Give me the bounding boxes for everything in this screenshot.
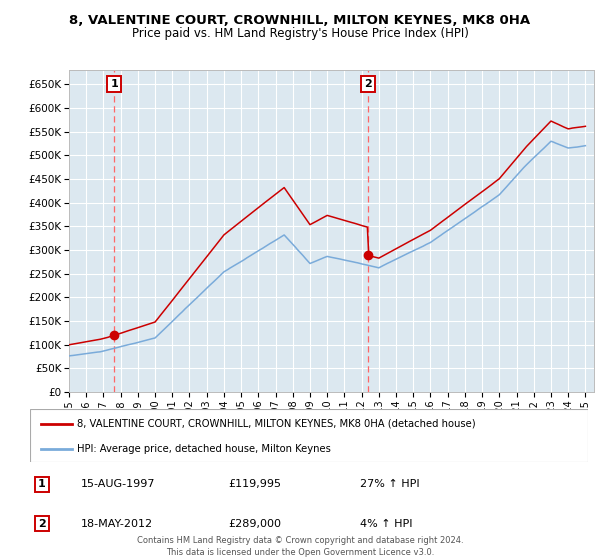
Text: 15-AUG-1997: 15-AUG-1997: [81, 479, 155, 489]
Text: £119,995: £119,995: [228, 479, 281, 489]
Text: 1: 1: [38, 479, 46, 489]
Text: 2: 2: [38, 519, 46, 529]
Text: £289,000: £289,000: [228, 519, 281, 529]
Text: HPI: Average price, detached house, Milton Keynes: HPI: Average price, detached house, Milt…: [77, 444, 331, 454]
Text: 18-MAY-2012: 18-MAY-2012: [81, 519, 153, 529]
FancyBboxPatch shape: [30, 409, 588, 462]
Text: 1: 1: [110, 79, 118, 89]
Text: Contains HM Land Registry data © Crown copyright and database right 2024.
This d: Contains HM Land Registry data © Crown c…: [137, 536, 463, 557]
Text: 8, VALENTINE COURT, CROWNHILL, MILTON KEYNES, MK8 0HA (detached house): 8, VALENTINE COURT, CROWNHILL, MILTON KE…: [77, 419, 476, 429]
Text: 8, VALENTINE COURT, CROWNHILL, MILTON KEYNES, MK8 0HA: 8, VALENTINE COURT, CROWNHILL, MILTON KE…: [70, 14, 530, 27]
Text: 2: 2: [364, 79, 372, 89]
Text: 27% ↑ HPI: 27% ↑ HPI: [360, 479, 419, 489]
Text: 4% ↑ HPI: 4% ↑ HPI: [360, 519, 413, 529]
Text: Price paid vs. HM Land Registry's House Price Index (HPI): Price paid vs. HM Land Registry's House …: [131, 27, 469, 40]
